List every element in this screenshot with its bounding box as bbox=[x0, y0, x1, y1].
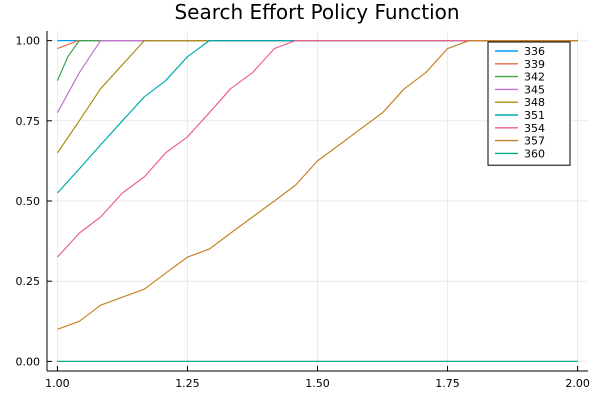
x-tick-label: 1.50 bbox=[305, 377, 330, 390]
legend-label: 348 bbox=[524, 96, 545, 109]
y-tick-label: 0.50 bbox=[16, 195, 41, 208]
series-line-357 bbox=[57, 39, 578, 330]
legend-label: 357 bbox=[524, 135, 545, 148]
legend-label: 339 bbox=[524, 58, 545, 71]
series-line-351 bbox=[56, 39, 578, 194]
y-tick-label: 1.00 bbox=[16, 35, 41, 48]
x-tick-label: 1.00 bbox=[45, 377, 70, 390]
plot-series bbox=[56, 39, 578, 362]
legend-label: 351 bbox=[524, 109, 545, 122]
x-tick-label: 1.25 bbox=[175, 377, 200, 390]
legend-label: 354 bbox=[524, 122, 545, 135]
axes: 1.00 1.25 1.50 1.75 2.00 0.00 0.25 0.50 0.75 1.00 bbox=[16, 31, 590, 390]
legend-label: 342 bbox=[524, 71, 545, 84]
y-tick-label: 0.25 bbox=[16, 275, 41, 288]
series-line-354 bbox=[56, 39, 578, 258]
y-tick-label: 0.75 bbox=[16, 115, 41, 128]
legend-label: 345 bbox=[524, 83, 545, 96]
chart-title: Search Effort Policy Function bbox=[174, 0, 459, 24]
legend-label: 360 bbox=[524, 147, 545, 160]
x-tick-label: 1.75 bbox=[435, 377, 460, 390]
x-tick-label: 2.00 bbox=[565, 377, 590, 390]
y-tick-label: 0.00 bbox=[16, 355, 41, 368]
legend-box bbox=[487, 41, 571, 166]
legend-label: 336 bbox=[524, 45, 545, 58]
